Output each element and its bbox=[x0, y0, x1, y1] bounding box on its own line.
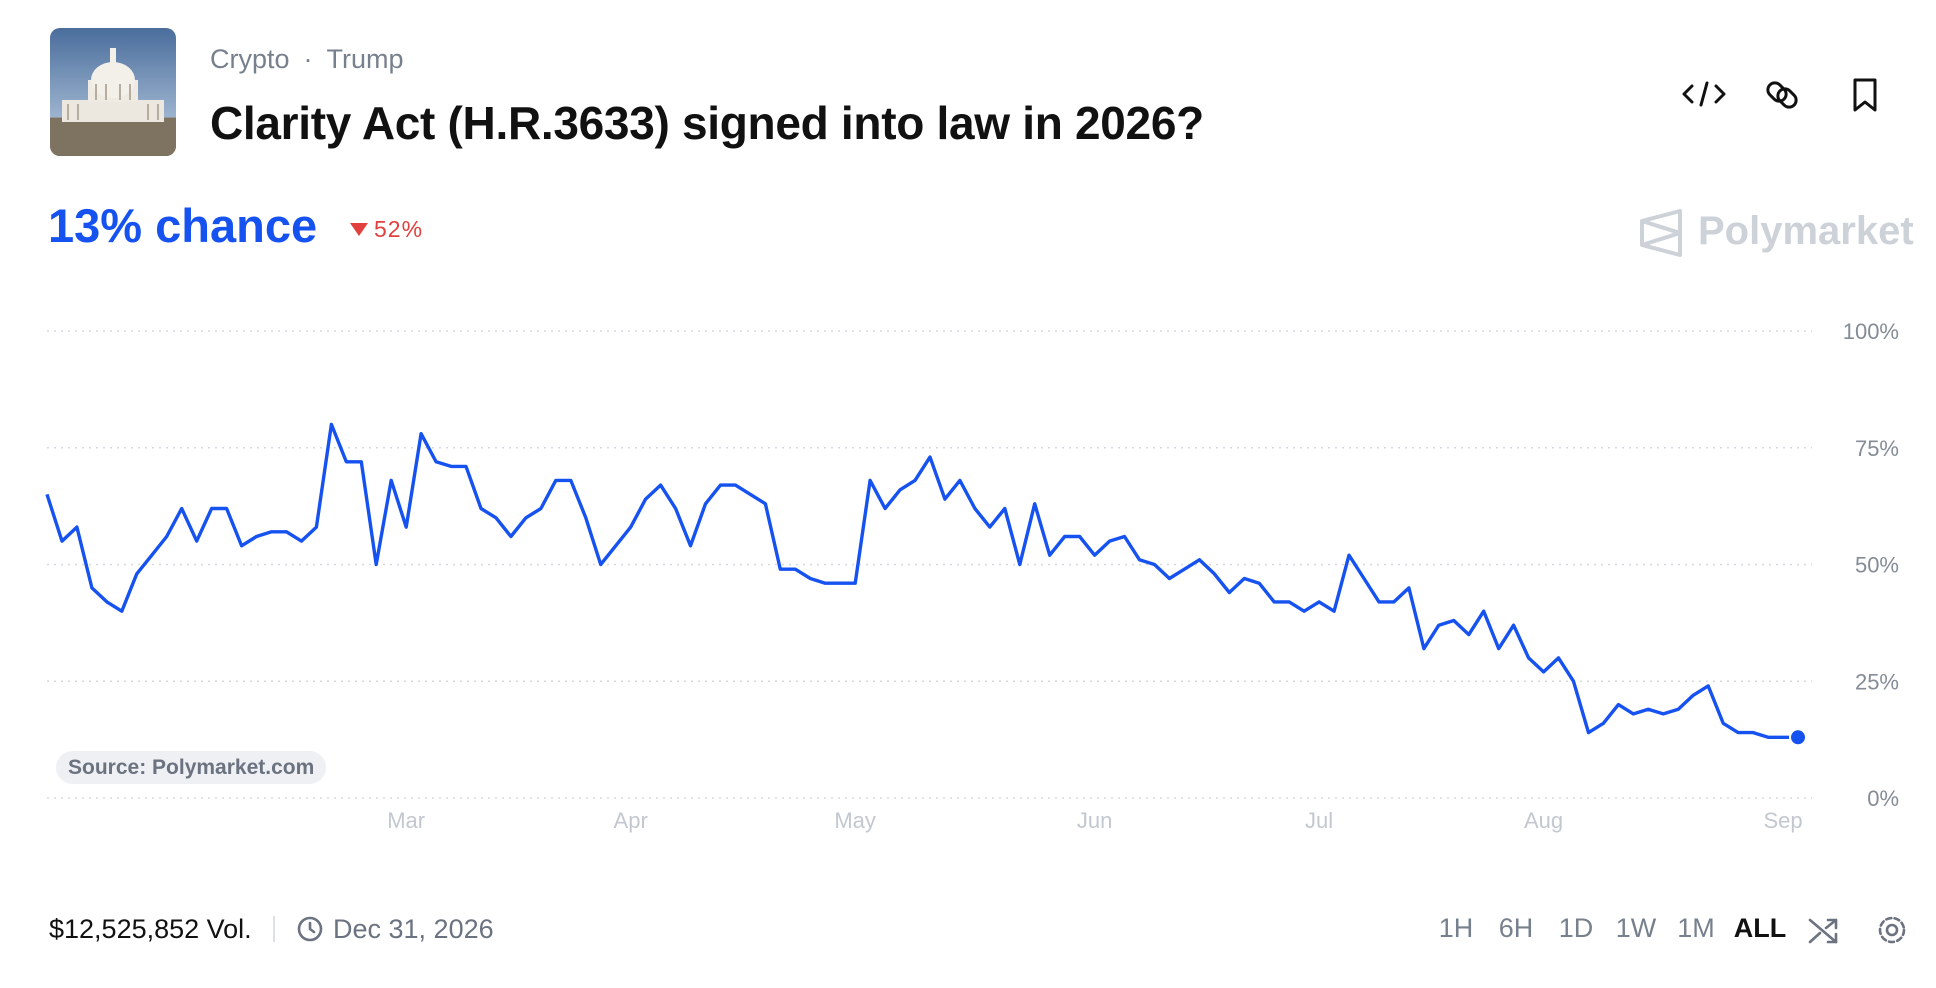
chart: 0% 25% 50% 75% 100% Mar Apr May Jun Jul Aug Sep bbox=[45, 319, 1899, 833]
y-tick-label: 0% bbox=[1867, 786, 1899, 811]
divider bbox=[273, 916, 275, 942]
source-label: Source: Polymarket.com bbox=[56, 751, 327, 784]
x-tick-label: May bbox=[834, 808, 876, 833]
y-tick-label: 75% bbox=[1855, 436, 1899, 461]
range-selector: 1H 6H 1D 1W 1M ALL bbox=[1426, 913, 1794, 944]
down-arrow bbox=[350, 223, 368, 236]
price-line bbox=[45, 422, 1798, 739]
current-point bbox=[1789, 728, 1807, 747]
range-button[interactable]: 6H bbox=[1498, 913, 1534, 943]
y-tick-label: 25% bbox=[1855, 669, 1899, 694]
brand: Polymarket bbox=[1698, 209, 1914, 253]
market-image bbox=[50, 28, 176, 156]
chance: 13% chance bbox=[48, 199, 318, 252]
market-title: Clarity Act (H.R.3633) signed into law i… bbox=[210, 97, 1204, 149]
volume: $12,525,852 Vol. bbox=[49, 914, 252, 944]
settings-icon[interactable] bbox=[1878, 916, 1906, 944]
end-date: Dec 31, 2026 bbox=[333, 914, 494, 944]
action-icons bbox=[1682, 78, 1877, 112]
x-tick-label: Sep bbox=[1763, 808, 1802, 833]
range-button[interactable]: ALL bbox=[1733, 913, 1787, 943]
tag[interactable]: Trump bbox=[290, 44, 404, 74]
range-button[interactable]: 1M bbox=[1677, 913, 1715, 943]
x-tick-label: Apr bbox=[614, 808, 648, 833]
shuffle-icon[interactable] bbox=[1808, 918, 1838, 944]
range-button[interactable]: 1D bbox=[1558, 913, 1594, 943]
y-tick-label: 50% bbox=[1855, 553, 1899, 578]
x-tick-label: Jul bbox=[1305, 808, 1333, 833]
bookmark-icon[interactable] bbox=[1853, 78, 1877, 112]
x-tick-label: Aug bbox=[1524, 808, 1563, 833]
brand-logo bbox=[1640, 209, 1682, 257]
x-tick-label: Mar bbox=[387, 808, 425, 833]
tags: CryptoTrump bbox=[210, 44, 404, 75]
embed-icon[interactable] bbox=[1682, 81, 1726, 107]
change: 52% bbox=[374, 216, 424, 242]
link-icon[interactable] bbox=[1765, 80, 1799, 110]
range-button[interactable]: 1W bbox=[1615, 913, 1657, 943]
x-tick-label: Jun bbox=[1077, 808, 1112, 833]
capitol-icon bbox=[50, 48, 176, 156]
y-tick-label: 100% bbox=[1843, 319, 1899, 344]
range-button[interactable]: 1H bbox=[1438, 913, 1474, 943]
tag[interactable]: Crypto bbox=[210, 44, 290, 74]
chart-controls bbox=[1808, 916, 1906, 944]
clock-icon bbox=[297, 916, 323, 942]
